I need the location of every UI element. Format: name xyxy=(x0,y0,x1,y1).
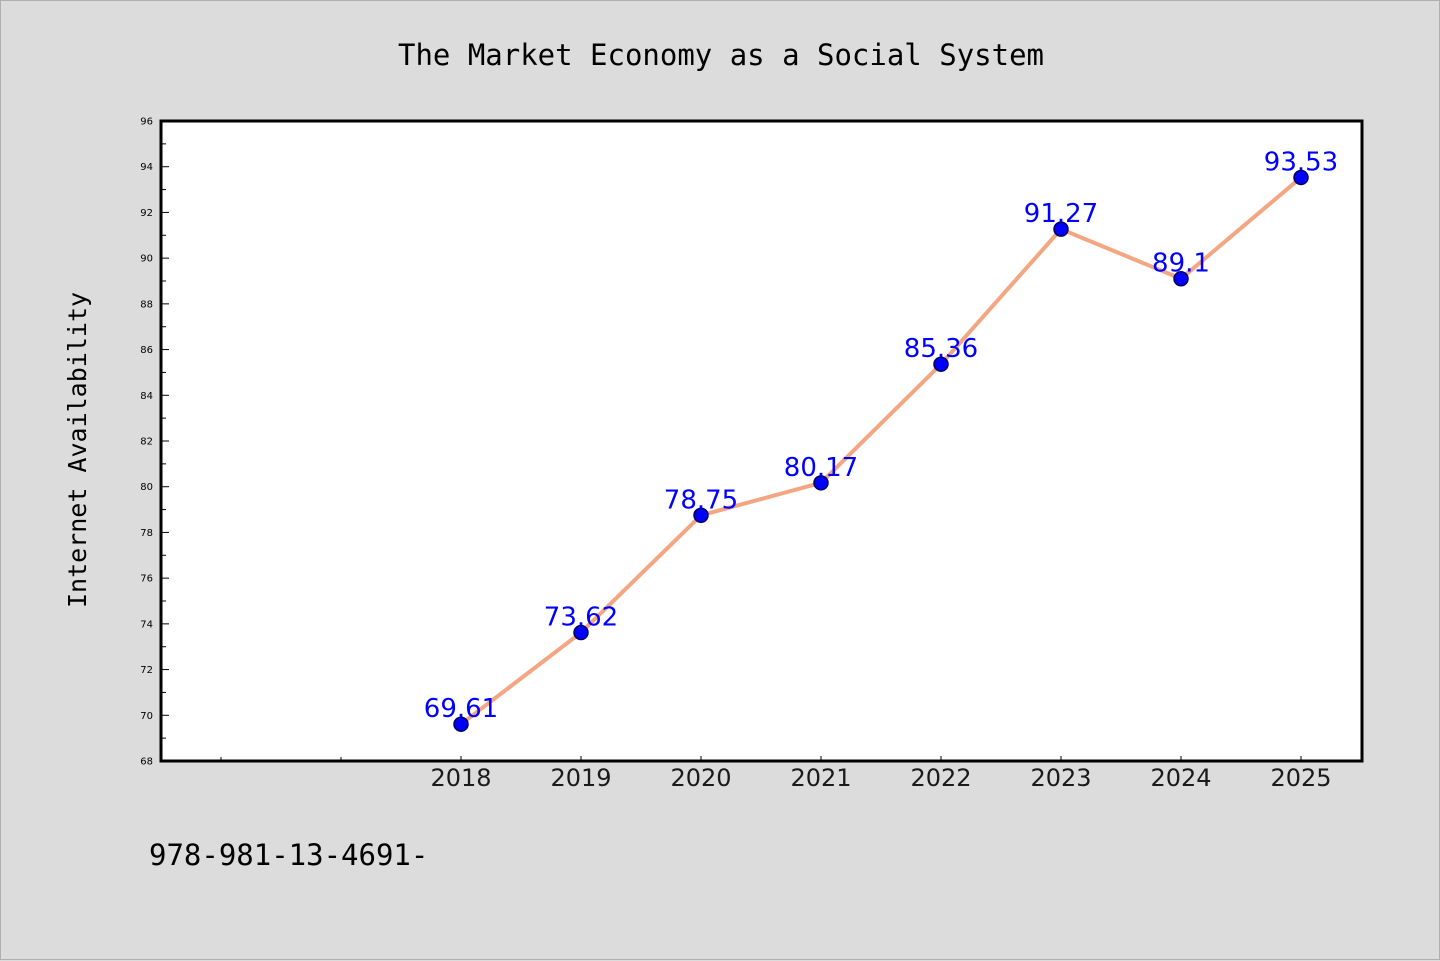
data-point xyxy=(813,475,829,491)
y-tick-label: 94 xyxy=(140,162,153,173)
data-labels: 69.61 73.62 78.75 80.17 85.36 91.27 89.1 93.53 xyxy=(424,147,1338,724)
data-label: 85.36 xyxy=(904,334,978,364)
x-tick-label: 2018 xyxy=(430,764,491,792)
y-tick-label: 68 xyxy=(140,757,153,768)
footer-code: 978-981-13-4691- xyxy=(149,838,428,872)
x-tick-label: 2024 xyxy=(1150,764,1211,792)
chart-title: The Market Economy as a Social System xyxy=(398,38,1044,72)
data-point xyxy=(1053,221,1069,237)
y-axis: 68 70 72 74 76 78 80 82 84 86 88 90 92 94 96 xyxy=(140,117,169,768)
data-point xyxy=(693,507,709,524)
x-tick-label: 2023 xyxy=(1030,764,1091,792)
y-tick-label: 70 xyxy=(140,711,153,722)
x-tick-label: 2019 xyxy=(550,764,611,792)
y-tick-label: 82 xyxy=(140,437,153,448)
y-tick-label: 80 xyxy=(140,482,153,493)
series-layer xyxy=(453,169,1309,732)
y-tick-label: 74 xyxy=(140,619,153,630)
x-tick-label: 2025 xyxy=(1270,764,1331,792)
x-tick-label: 2022 xyxy=(910,764,971,792)
data-label: 91.27 xyxy=(1024,199,1098,229)
data-label: 80.17 xyxy=(784,453,858,483)
data-label: 93.53 xyxy=(1264,147,1338,177)
y-tick-label: 72 xyxy=(140,665,153,676)
y-tick-label: 90 xyxy=(140,254,153,265)
plot-area xyxy=(159,119,1364,763)
x-tick-label: 2020 xyxy=(670,764,731,792)
data-point xyxy=(573,624,589,641)
y-tick-label: 88 xyxy=(140,299,153,310)
y-axis-label: Internet Availability xyxy=(63,292,92,608)
data-label: 69.61 xyxy=(424,694,498,724)
data-label: 78.75 xyxy=(664,485,738,515)
x-tick-label: 2021 xyxy=(790,764,851,792)
data-label: 89.1 xyxy=(1152,249,1210,279)
data-point xyxy=(933,356,949,372)
y-tick-label: 78 xyxy=(140,528,153,539)
data-point xyxy=(1173,270,1189,287)
data-point xyxy=(1293,169,1309,186)
y-tick-label: 96 xyxy=(140,117,153,128)
data-point xyxy=(453,716,469,732)
y-tick-label: 84 xyxy=(140,391,153,402)
series-line xyxy=(459,175,1303,727)
y-tick-label: 76 xyxy=(140,574,153,585)
y-tick-label: 86 xyxy=(140,345,153,356)
data-label: 73.62 xyxy=(544,603,618,633)
y-tick-label: 92 xyxy=(140,208,153,219)
x-axis: 2018 2019 2020 2021 2022 2023 2024 2025 xyxy=(220,756,1332,792)
